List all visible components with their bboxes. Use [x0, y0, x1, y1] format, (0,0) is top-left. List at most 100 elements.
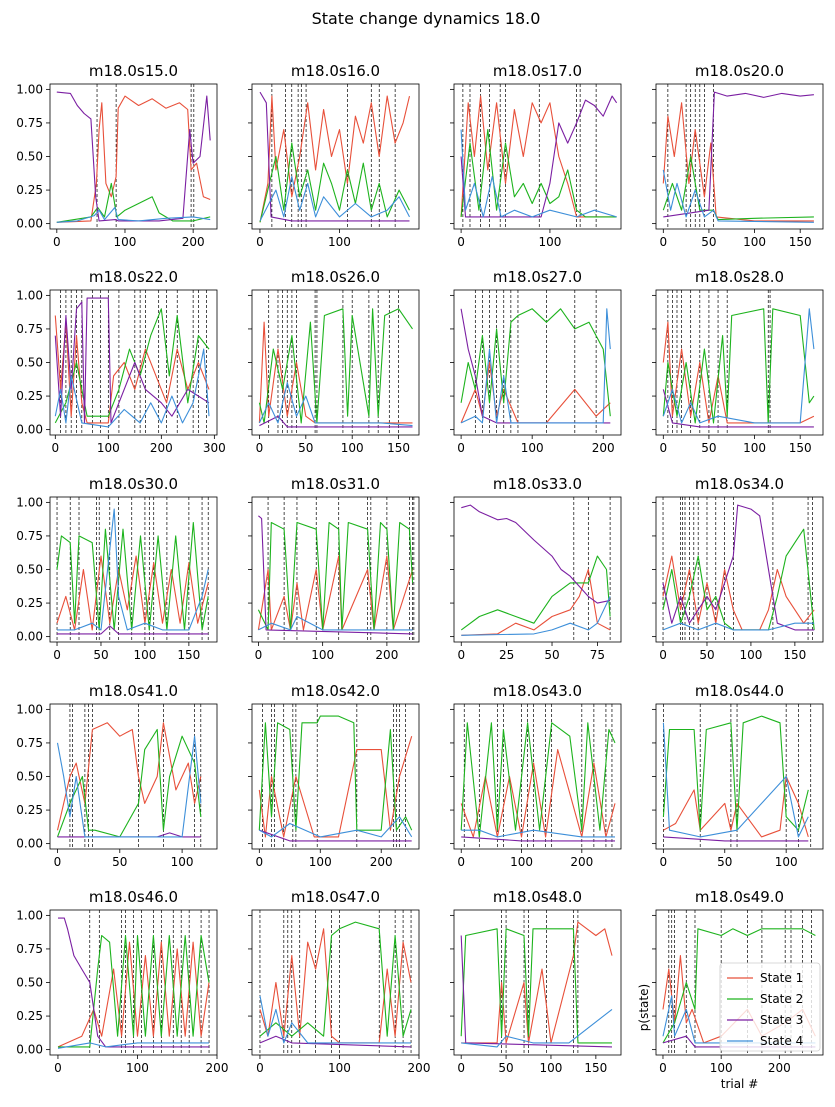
series-line [57, 625, 209, 635]
y-tick-label: 0.00 [16, 1043, 43, 1057]
x-tick-label: 100 [133, 648, 156, 662]
x-tick-label: 100 [510, 855, 533, 869]
x-tick-label: 200 [768, 1061, 791, 1075]
plot-area [57, 910, 210, 1055]
axes-frame [453, 909, 622, 1056]
series-line [259, 816, 413, 838]
series-line [460, 555, 611, 631]
subplot-title: m18.0s26.0 [291, 268, 380, 286]
y-tick-label: 1.00 [16, 908, 43, 922]
series-line [663, 775, 809, 838]
series-line [258, 515, 413, 635]
series-line [259, 142, 410, 223]
plot-area [662, 290, 815, 435]
plot-area [460, 84, 618, 229]
series-line [257, 521, 414, 631]
series-line [461, 921, 613, 1044]
series-line [460, 361, 611, 424]
x-tick-label: 100 [341, 441, 364, 455]
x-tick-label: 100 [328, 235, 351, 249]
series-line [662, 715, 809, 831]
series-line [258, 382, 413, 427]
x-tick-label: 150 [387, 441, 410, 455]
x-tick-label: 0 [53, 648, 61, 662]
plot-area [460, 497, 611, 642]
series-line [662, 308, 815, 424]
y-tick-label: 1.00 [16, 82, 43, 96]
y-tick-label: 0.25 [16, 596, 43, 610]
axes-frame [655, 289, 824, 436]
subplot: m18.0s46.0 0.00 0.25 0.50 0.75 1.00 0 100 200 [16, 888, 228, 1075]
series-line [259, 921, 412, 1037]
plot-area [460, 290, 611, 435]
y-tick-label: 1.00 [16, 495, 43, 509]
x-tick-label: 100 [328, 1061, 351, 1075]
plot-area [54, 290, 210, 435]
subplot-title: m18.0s44.0 [695, 682, 784, 700]
x-tick-label: 100 [775, 855, 798, 869]
series-line [662, 308, 815, 424]
x-tick-label: 0 [255, 855, 263, 869]
x-tick-label: 0 [659, 1061, 667, 1075]
x-tick-label: 0 [457, 1061, 465, 1075]
plot-area [258, 704, 413, 849]
series-line [57, 832, 201, 838]
x-tick-label: 200 [206, 1061, 229, 1075]
subplot: m18.0s48.0 0 50 100 150 [450, 888, 622, 1075]
legend-label: State 4 [760, 1034, 803, 1048]
x-tick-label: 75 [590, 648, 605, 662]
y-axis-label: p(state) [637, 984, 651, 1031]
y-tick-label: 0.50 [16, 150, 43, 164]
series-line [259, 995, 411, 1044]
series-line [57, 941, 210, 1048]
x-tick-label: 50 [298, 441, 313, 455]
x-tick-label: 0 [255, 648, 263, 662]
series-line [662, 504, 815, 631]
series-line [259, 415, 413, 428]
y-tick-label: 0.25 [16, 389, 43, 403]
series-line [259, 829, 412, 842]
x-tick-label: 200 [592, 441, 615, 455]
y-tick-label: 0.50 [16, 356, 43, 370]
series-line [461, 1008, 613, 1048]
y-tick-label: 0.00 [16, 217, 43, 231]
x-tick-label: 0 [54, 1061, 62, 1075]
y-tick-label: 0.00 [16, 837, 43, 851]
series-line [57, 1042, 209, 1049]
plot-area [56, 497, 209, 642]
subplot: m18.0s43.0 0 100 200 [450, 682, 622, 869]
x-tick-label: 0 [659, 441, 667, 455]
plot-area [258, 290, 413, 435]
x-tick-label: 0 [256, 441, 264, 455]
subplot-title: m18.0s17.0 [493, 62, 582, 80]
series-line [662, 155, 814, 221]
y-tick-label: 0.25 [16, 803, 43, 817]
x-tick-label: 50 [93, 648, 108, 662]
series-line [662, 389, 814, 428]
x-tick-label: 50 [701, 235, 716, 249]
plot-area [257, 497, 415, 642]
x-tick-label: 150 [177, 648, 200, 662]
subplot: m18.0s28.0 0 50 100 150 [652, 268, 824, 455]
series-line [258, 736, 413, 838]
subplot-title: m18.0s46.0 [89, 888, 178, 906]
series-line [56, 206, 211, 223]
series-line [460, 129, 617, 218]
plot-area [259, 84, 411, 229]
series-line [460, 722, 616, 838]
subplot: m18.0s44.0 0 50 100 [652, 682, 824, 869]
legend-box [719, 962, 821, 1052]
subplot: m18.0s41.0 0.00 0.25 0.50 0.75 1.00 0 50 100 [16, 682, 218, 869]
series-line [56, 735, 202, 838]
series-line [460, 95, 618, 218]
y-tick-label: 0.50 [16, 976, 43, 990]
legend: State 1 State 2 State 3 State 4 [719, 962, 821, 1052]
series-line [259, 176, 410, 222]
series-line [54, 315, 210, 424]
subplot-title: m18.0s20.0 [695, 62, 784, 80]
series-line [258, 715, 413, 831]
y-tick-label: 0.50 [16, 563, 43, 577]
x-tick-label: 50 [112, 855, 127, 869]
x-tick-label: 100 [743, 235, 766, 249]
series-line [56, 728, 202, 838]
